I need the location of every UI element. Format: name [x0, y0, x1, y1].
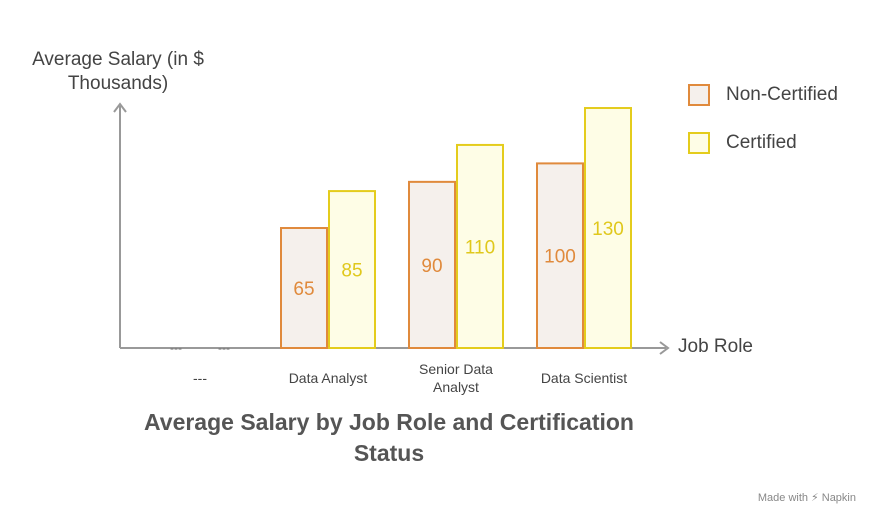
- bar-value-label: 100: [544, 247, 576, 268]
- missing-value-marker: ---: [170, 341, 182, 355]
- chart-title: Average Salary by Job Role and Certifica…: [144, 409, 634, 466]
- bar-value-label: 90: [421, 256, 442, 277]
- legend-label-certified: Certified: [726, 132, 797, 153]
- legend-item-certified: Certified: [688, 130, 838, 156]
- legend: Non-Certified Certified: [688, 82, 838, 178]
- y-axis-arrow-icon: [113, 102, 127, 113]
- bar-certified-2: [456, 143, 504, 349]
- bar-value-label: 130: [592, 219, 624, 240]
- bar-certified-1: [328, 190, 376, 349]
- x-axis-label: Job Role: [678, 336, 753, 357]
- y-axis-label: Average Salary (in $ Thousands): [32, 49, 204, 94]
- missing-value-marker: ---: [218, 341, 230, 355]
- legend-item-non-certified: Non-Certified: [688, 82, 838, 108]
- footer-credit: Made with ⚡ Napkin: [757, 491, 856, 505]
- bar-non-certified-2: [408, 180, 456, 349]
- x-tick-label: Data Analyst: [289, 370, 368, 386]
- x-axis-arrow-icon: [659, 341, 670, 355]
- legend-label-non-certified: Non-Certified: [726, 84, 838, 105]
- x-tick-label: ---: [193, 370, 207, 386]
- bar-value-label: 110: [465, 237, 495, 258]
- bar-certified-3: [584, 107, 632, 349]
- bar-non-certified-1: [280, 227, 328, 349]
- brand-name: Napkin: [821, 491, 856, 504]
- made-with-text: Made with: [757, 491, 809, 504]
- napkin-logo-icon: ⚡: [811, 492, 819, 504]
- legend-swatch-certified: [688, 132, 710, 154]
- bar-non-certified-3: [536, 162, 584, 349]
- x-tick-label: Data Scientist: [541, 370, 627, 386]
- bar-value-label: 85: [341, 261, 362, 282]
- legend-swatch-non-certified: [688, 84, 710, 106]
- bar-value-label: 65: [293, 279, 314, 300]
- x-tick-label: Senior Data Analyst: [419, 361, 493, 395]
